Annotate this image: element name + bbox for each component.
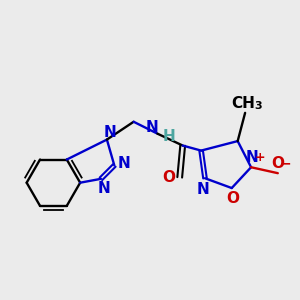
Text: H: H (162, 128, 175, 143)
Text: N: N (103, 125, 116, 140)
Text: N: N (245, 150, 258, 165)
Text: N: N (98, 181, 110, 196)
Text: −: − (280, 157, 291, 171)
Text: CH: CH (232, 96, 256, 111)
Text: N: N (118, 156, 130, 171)
Text: 3: 3 (255, 101, 262, 111)
Text: N: N (197, 182, 210, 197)
Text: +: + (255, 151, 265, 164)
Text: O: O (271, 156, 284, 171)
Text: N: N (146, 120, 158, 135)
Text: O: O (162, 170, 175, 185)
Text: O: O (227, 191, 240, 206)
